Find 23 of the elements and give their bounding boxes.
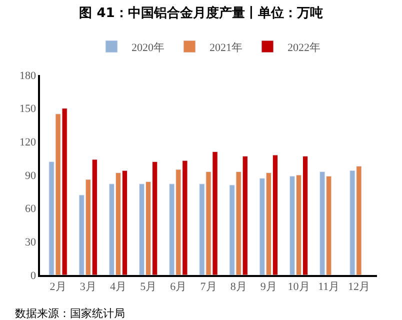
- x-tick-label: 12月: [348, 280, 370, 293]
- legend-label: 2021年: [210, 42, 242, 54]
- y-tick-label: 0: [30, 270, 37, 282]
- y-tick-label: 150: [20, 103, 37, 116]
- x-tick-label: 4月: [110, 280, 126, 293]
- source-note: 数据来源：国家统计局: [15, 307, 125, 320]
- y-tick-label: 60: [25, 203, 37, 216]
- y-tick-label: 120: [20, 136, 37, 149]
- legend-label: 2022年: [288, 42, 320, 54]
- x-tick-label: 9月: [260, 280, 277, 293]
- legend-label: 2020年: [132, 42, 164, 54]
- x-tick-label: 2月: [50, 280, 66, 293]
- x-tick-label: 5月: [140, 280, 157, 293]
- x-tick-label: 3月: [80, 280, 96, 293]
- x-tick-label: 7月: [200, 280, 217, 293]
- x-tick-label: 10月: [288, 280, 310, 293]
- x-tick-label: 11月: [318, 280, 340, 293]
- y-tick-label: 30: [25, 236, 37, 249]
- y-tick-label: 90: [25, 170, 37, 182]
- x-tick-label: 6月: [170, 280, 187, 293]
- chart-title: 图 41：中国铝合金月度产量丨单位：万吨: [79, 5, 323, 22]
- y-tick-label: 180: [20, 70, 37, 82]
- x-tick-label: 8月: [230, 280, 247, 293]
